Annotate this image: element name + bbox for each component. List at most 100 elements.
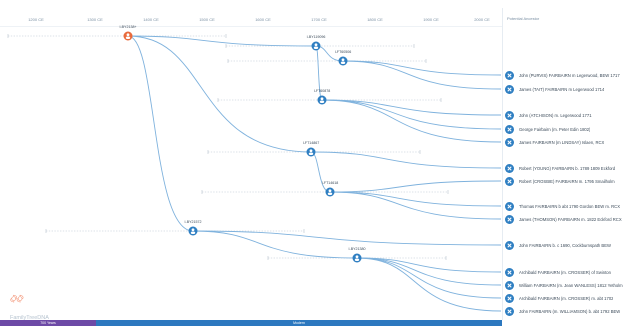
dna-icon <box>505 306 514 316</box>
descendant-row[interactable]: John FAIRBAIRN (m. WILLIAMSON) b. abt 17… <box>505 305 620 317</box>
descendant-row[interactable]: James (THOMSON) FAIRBAIRN m. 1822 Eckfor… <box>505 213 622 225</box>
axis-tick-label: 1200 CE <box>28 17 44 22</box>
axis-tick-label: 1700 CE <box>311 17 327 22</box>
descendant-name: John (PURVIS) FAIRBAIRN m Legerwood, BEW… <box>519 72 620 78</box>
familytreedna-logo: ࿂࿂ FamilyTreeDNA <box>10 288 70 321</box>
descendant-row[interactable]: Robert (YOUNG) FAIRBAIRN b. 1789 1809 Ec… <box>505 162 615 174</box>
descendant-branch-line <box>321 99 502 143</box>
descendant-row[interactable]: William FAIRBAIRN (m. Jean WANLESS) 1812… <box>505 279 623 291</box>
logo-text: FamilyTreeDNA <box>10 315 49 321</box>
branch-line <box>310 151 331 193</box>
person-body-icon <box>319 100 325 103</box>
descendant-name: Robert (YOUNG) FAIRBAIRN b. 1789 1809 Ec… <box>519 165 616 171</box>
haplogroup-node[interactable] <box>311 41 321 51</box>
dna-icon <box>505 267 514 277</box>
dna-icon <box>505 70 514 80</box>
descendant-name: William FAIRBAIRN (m. Jean WANLESS) 1812… <box>519 282 623 288</box>
dna-icon <box>505 124 514 134</box>
descendant-name: John FAIRBAIRN b. c 1690, Cockburnspath … <box>519 242 611 248</box>
branch-line <box>127 35 312 153</box>
dna-icon <box>505 176 514 186</box>
node-label: I-FT60878 <box>313 89 331 93</box>
haplogroup-node[interactable] <box>317 95 327 105</box>
descendant-name: George Fairbairn (m. Peter Edin 1802) <box>519 126 591 132</box>
descendant-branch-line <box>329 180 502 193</box>
axis-tick-label: 1400 CE <box>143 17 159 22</box>
descendant-branch-line <box>342 60 502 76</box>
descendant-row[interactable]: James FAIRBAIRN (m LINDSAY) Islaen, RCX <box>505 136 604 148</box>
axis-tick-label: 1600 CE <box>255 17 271 22</box>
person-head-icon <box>314 43 318 47</box>
person-body-icon <box>190 231 196 234</box>
descendant-branch-line <box>321 99 502 130</box>
descendant-branch-line <box>356 257 502 273</box>
descendant-name: James (TAIT) FAIRBAIRN m Legerwood 1714 <box>519 86 605 92</box>
person-head-icon <box>309 149 313 153</box>
dna-icon <box>505 110 514 120</box>
node-label: I-BY2138+ <box>119 25 137 29</box>
descendant-branch-line <box>342 60 502 90</box>
branch-line <box>127 35 194 232</box>
person-body-icon <box>125 36 131 39</box>
descendant-branch-line <box>329 191 502 220</box>
descendant-branch-line <box>321 99 502 116</box>
descendant-row[interactable]: John (ATCHISON) m. Legerwood 1771 <box>505 109 592 121</box>
dna-logo-icon: ࿂࿂ <box>10 294 24 305</box>
axis-tick-label: 1900 CE <box>423 17 439 22</box>
descendant-row[interactable]: Robert (CROSBIE) FAIRBAIRN m. 1795 Smail… <box>505 175 615 187</box>
descendant-branch-line <box>192 230 502 246</box>
dna-icon <box>505 84 514 94</box>
sidebar-divider <box>502 8 503 320</box>
descendant-row[interactable]: George Fairbairn (m. Peter Edin 1802) <box>505 123 590 135</box>
dna-icon <box>505 214 514 224</box>
haplogroup-node[interactable] <box>123 31 133 41</box>
dna-icon <box>505 240 514 250</box>
descendant-row[interactable]: Archibald FAIRBAIRN (m. CROSSER) of Swin… <box>505 266 611 278</box>
descendant-branch-line <box>310 151 502 169</box>
descendant-row[interactable]: Thomas FAIRBAIRN b abt 1790 Gordon BEW m… <box>505 200 620 212</box>
dna-icon <box>505 280 514 290</box>
node-label: I-BY21572 <box>184 220 202 224</box>
descendant-name: Robert (CROSBIE) FAIRBAIRN m. 1795 Smail… <box>519 178 615 184</box>
person-head-icon <box>328 189 332 193</box>
node-label: I-FT14867 <box>302 141 320 145</box>
header-divider <box>0 26 502 27</box>
axis-tick-label: 2000 CE <box>474 17 490 22</box>
descendant-row[interactable]: Archibald FAIRBAIRN (m. CROSSER) m. abt … <box>505 292 613 304</box>
potential-ancestor-header: Potential Ancestor <box>507 16 540 21</box>
node-label: I-FT14618 <box>321 181 339 185</box>
descendant-name: John (ATCHISON) m. Legerwood 1771 <box>519 112 592 118</box>
descendant-row[interactable]: John (PURVIS) FAIRBAIRN m Legerwood, BEW… <box>505 69 620 81</box>
descendant-branch-line <box>329 191 502 207</box>
descendant-name: Archibald FAIRBAIRN (m. CROSSER) m. abt … <box>519 295 614 301</box>
haplogroup-node[interactable] <box>325 187 335 197</box>
haplogroup-node[interactable] <box>352 253 362 263</box>
node-label: I-FT60506 <box>334 50 352 54</box>
person-head-icon <box>191 228 195 232</box>
person-head-icon <box>126 33 130 37</box>
person-body-icon <box>313 46 319 49</box>
axis-tick-label: 1500 CE <box>199 17 215 22</box>
timeline-scale-left[interactable]: 700 Years <box>0 320 96 326</box>
person-body-icon <box>327 192 333 195</box>
person-body-icon <box>308 152 314 155</box>
descendant-name: James (THOMSON) FAIRBAIRN m. 1822 Eckfor… <box>519 216 622 222</box>
dna-icon <box>505 137 514 147</box>
branch-line <box>192 230 358 259</box>
haplogroup-node[interactable] <box>188 226 198 236</box>
dna-icon <box>505 163 514 173</box>
descendant-name: John FAIRBAIRN (m. WILLIAMSON) b. abt 17… <box>519 308 621 314</box>
descendant-row[interactable]: John FAIRBAIRN b. c 1690, Cockburnspath … <box>505 239 611 251</box>
haplogroup-node[interactable] <box>338 56 348 66</box>
descendant-name: James FAIRBAIRN (m LINDSAY) Islaen, RCX <box>519 139 605 145</box>
branch-line <box>127 35 317 47</box>
node-label: I-BY21380 <box>348 247 366 251</box>
node-label: I-BY119096 <box>306 35 326 39</box>
timeline-scale-right[interactable]: Modern <box>96 320 502 326</box>
axis-tick-label: 1800 CE <box>367 17 383 22</box>
descendant-row[interactable]: James (TAIT) FAIRBAIRN m Legerwood 1714 <box>505 83 604 95</box>
haplogroup-node[interactable] <box>306 147 316 157</box>
descendant-name: Thomas FAIRBAIRN b abt 1790 Gordon BEW m… <box>519 203 621 209</box>
